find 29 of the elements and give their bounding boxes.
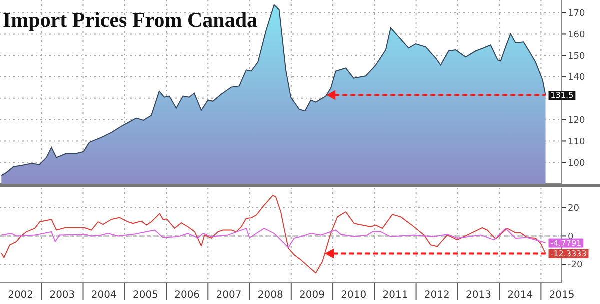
x-tick-label: 2014 [508,290,534,301]
x-tick-label: 2012 [424,290,450,301]
y-tick-label: 110 [568,137,586,148]
y-tick-label: 170 [568,8,586,19]
x-tick-label: 2004 [91,290,117,301]
y-tick-label: 20 [568,204,580,214]
x-tick-label: 2009 [299,290,325,301]
line-series [1,195,546,274]
x-tick-label: 2013 [466,290,492,301]
x-tick-label: 2003 [50,290,76,301]
x-tick-label: 2010 [341,290,367,301]
chart-title: Import Prices From Canada [3,8,258,32]
y-tick-label: 160 [568,30,586,40]
x-tick-label: 2007 [216,290,242,301]
x-tick-label: 2002 [8,290,34,301]
y-tick-label: 140 [568,73,586,84]
line-series [1,228,546,248]
x-tick-label: 2008 [258,290,284,301]
x-tick-label: 2005 [132,290,158,301]
x-tick-label: 2015 [549,290,575,301]
y-tick-label: 100 [568,158,586,169]
data-label: -12.3333 [550,249,587,258]
y-tick-label: 150 [568,52,586,62]
x-tick-label: 2006 [174,290,200,301]
y-tick-label: 120 [568,116,586,126]
data-label: 131.5 [550,91,574,100]
x-tick-label: 2011 [382,290,408,301]
y-tick-label: -20 [568,260,583,271]
data-label: -4.7791 [550,238,582,248]
